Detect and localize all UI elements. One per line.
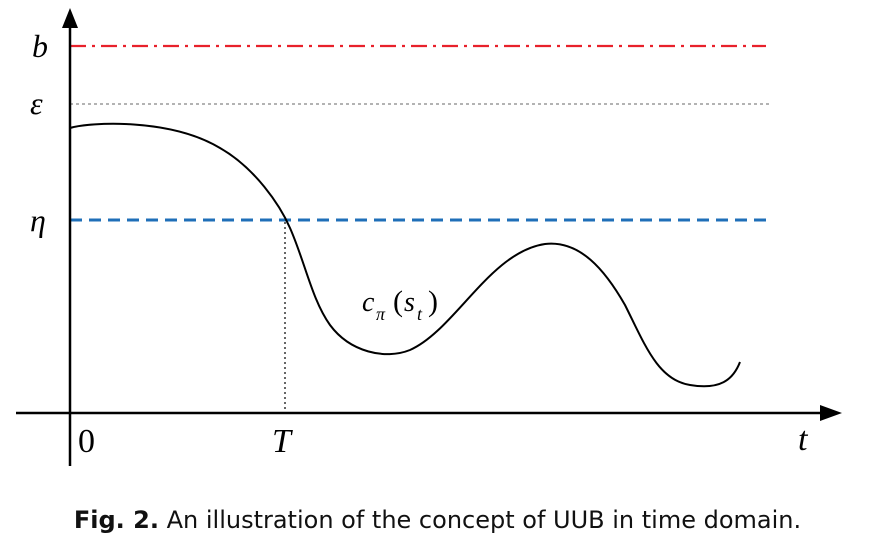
curve-label-open-paren: ( bbox=[393, 285, 403, 318]
T-label: T bbox=[272, 423, 293, 460]
caption-text: An illustration of the concept of UUB in… bbox=[166, 506, 802, 534]
y-axis-arrow bbox=[62, 8, 78, 28]
curve-label-t: t bbox=[417, 304, 423, 324]
curve-label-c: c bbox=[362, 287, 375, 318]
epsilon-label: ε bbox=[30, 85, 43, 121]
curve-label-close-paren: ) bbox=[428, 285, 438, 318]
origin-label: 0 bbox=[78, 423, 95, 460]
figure-number: Fig. 2. bbox=[73, 506, 159, 534]
eta-label: η bbox=[30, 202, 46, 238]
curve-label: c π ( s t ) bbox=[362, 285, 438, 324]
curve-label-s: s bbox=[404, 287, 415, 318]
x-axis-arrow bbox=[820, 405, 842, 421]
uub-diagram: b ε η 0 T t c π ( s t ) bbox=[16, 8, 842, 466]
t-label: t bbox=[798, 421, 809, 458]
cost-curve bbox=[69, 122, 741, 388]
figure-caption: Fig. 2. An illustration of the concept o… bbox=[0, 506, 875, 534]
b-label: b bbox=[32, 28, 48, 64]
curve-label-pi: π bbox=[376, 304, 386, 324]
